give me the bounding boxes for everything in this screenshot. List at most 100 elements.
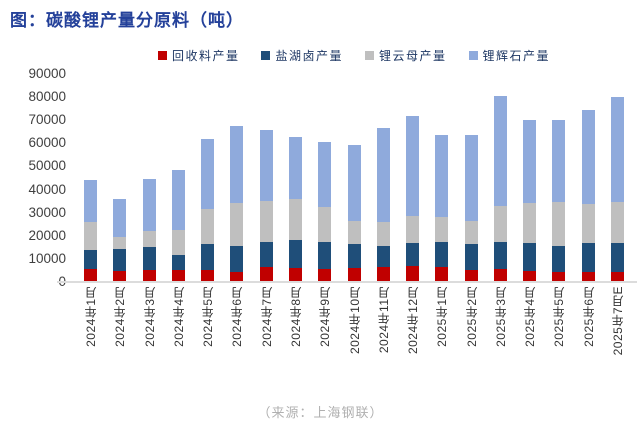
y-tick-label: 40000 — [28, 181, 66, 197]
x-tick-label: 2025年1月 — [435, 286, 450, 347]
bar-column — [427, 74, 456, 282]
source-note: （来源：上海钢联） — [257, 405, 384, 420]
stacked-bar — [201, 138, 215, 282]
bar-segment — [464, 269, 478, 282]
stacked-bar — [171, 169, 185, 282]
bar-segment — [259, 267, 273, 282]
bar-segment — [406, 216, 420, 244]
y-tick-label: 60000 — [28, 135, 66, 151]
bar-segment — [318, 268, 332, 282]
legend-item: 锂云母产量 — [365, 47, 447, 64]
bar-segment — [435, 217, 449, 243]
bar-segment — [552, 201, 566, 246]
bar-segment — [142, 179, 156, 232]
plot-area — [76, 74, 632, 282]
stacked-bar — [581, 109, 595, 282]
x-axis-baseline — [57, 281, 637, 283]
x-tick-label: 2025年7月E — [610, 286, 625, 356]
bar-segment — [376, 222, 390, 246]
legend-label: 锂云母产量 — [379, 49, 447, 63]
bar-segment — [288, 198, 302, 240]
bar-column — [456, 74, 485, 282]
bar-segment — [201, 269, 215, 282]
x-tick-cell: 2025年5月 — [544, 286, 573, 355]
x-tick-label: 2025年3月 — [493, 286, 508, 347]
y-tick-label: 30000 — [28, 204, 66, 220]
bar-segment — [113, 249, 127, 271]
legend-label: 盐湖卤产量 — [275, 49, 343, 63]
bar-segment — [171, 269, 185, 282]
bar-segment — [230, 202, 244, 246]
bar-column — [515, 74, 544, 282]
bar-segment — [435, 242, 449, 268]
legend-label: 回收料产量 — [171, 49, 240, 63]
stacked-bar — [610, 97, 624, 282]
legend-item: 盐湖卤产量 — [261, 47, 343, 64]
bar-segment — [201, 208, 215, 245]
bar-segment — [288, 239, 302, 269]
bar-column — [135, 74, 164, 282]
x-tick-label: 2025年6月 — [581, 286, 596, 347]
bar-segment — [201, 138, 215, 209]
x-tick-label: 2025年5月 — [552, 286, 567, 347]
stacked-bar — [435, 134, 449, 282]
bar-segment — [318, 242, 332, 269]
bar-segment — [464, 134, 478, 222]
stacked-bar — [142, 179, 156, 282]
bar-segment — [406, 265, 420, 282]
legend-item: 回收料产量 — [157, 47, 240, 64]
x-tick-cell: 2025年7月E — [603, 286, 632, 355]
bar-segment — [493, 241, 507, 269]
x-tick-label: 2024年6月 — [230, 286, 245, 347]
bar-segment — [581, 243, 595, 273]
bar-segment — [552, 119, 566, 202]
x-tick-cell: 2024年4月 — [164, 286, 193, 355]
bar-segment — [552, 272, 566, 282]
stacked-bar — [493, 95, 507, 282]
bar-segment — [493, 268, 507, 282]
bar-column — [193, 74, 222, 282]
x-tick-cell: 2025年4月 — [515, 286, 544, 355]
bar-segment — [259, 201, 273, 242]
legend-swatch-icon — [365, 51, 374, 60]
x-tick-label: 2024年5月 — [201, 286, 216, 347]
bar-segment — [84, 180, 98, 222]
bar-segment — [230, 271, 244, 282]
bar-segment — [435, 267, 449, 282]
bar-column — [339, 74, 368, 282]
stacked-bar — [523, 120, 537, 282]
bar-segment — [84, 269, 98, 282]
bar-column — [544, 74, 573, 282]
bar-segment — [113, 198, 127, 237]
bar-segment — [581, 109, 595, 204]
y-tick-label: 50000 — [28, 158, 66, 174]
bar-column — [105, 74, 134, 282]
bar-segment — [84, 249, 98, 270]
y-tick-label: 70000 — [28, 112, 66, 128]
x-tick-cell: 2025年2月 — [456, 286, 485, 355]
stacked-bar — [552, 119, 566, 282]
bar-segment — [523, 243, 537, 271]
bar-segment — [288, 268, 302, 282]
bar-segment — [523, 202, 537, 244]
bar-segment — [376, 267, 390, 282]
bar-segment — [406, 116, 420, 217]
x-tick-label: 2025年2月 — [464, 286, 479, 347]
bar-column — [398, 74, 427, 282]
legend-swatch-icon — [468, 51, 478, 60]
x-tick-cell: 2025年6月 — [574, 286, 603, 355]
x-tick-label: 2024年1月 — [84, 286, 99, 347]
stacked-bar — [376, 127, 390, 282]
bar-segment — [318, 206, 332, 243]
bar-column — [310, 74, 339, 282]
bar-segment — [84, 221, 98, 250]
y-tick-label: 20000 — [28, 227, 66, 243]
bar-segment — [493, 95, 507, 206]
stacked-bar — [464, 134, 478, 282]
bar-segment — [288, 136, 302, 199]
legend-item: 锂辉石产量 — [468, 47, 551, 64]
bar-segment — [406, 243, 420, 266]
x-tick-label: 2024年4月 — [171, 286, 186, 347]
stacked-bar — [113, 198, 127, 282]
